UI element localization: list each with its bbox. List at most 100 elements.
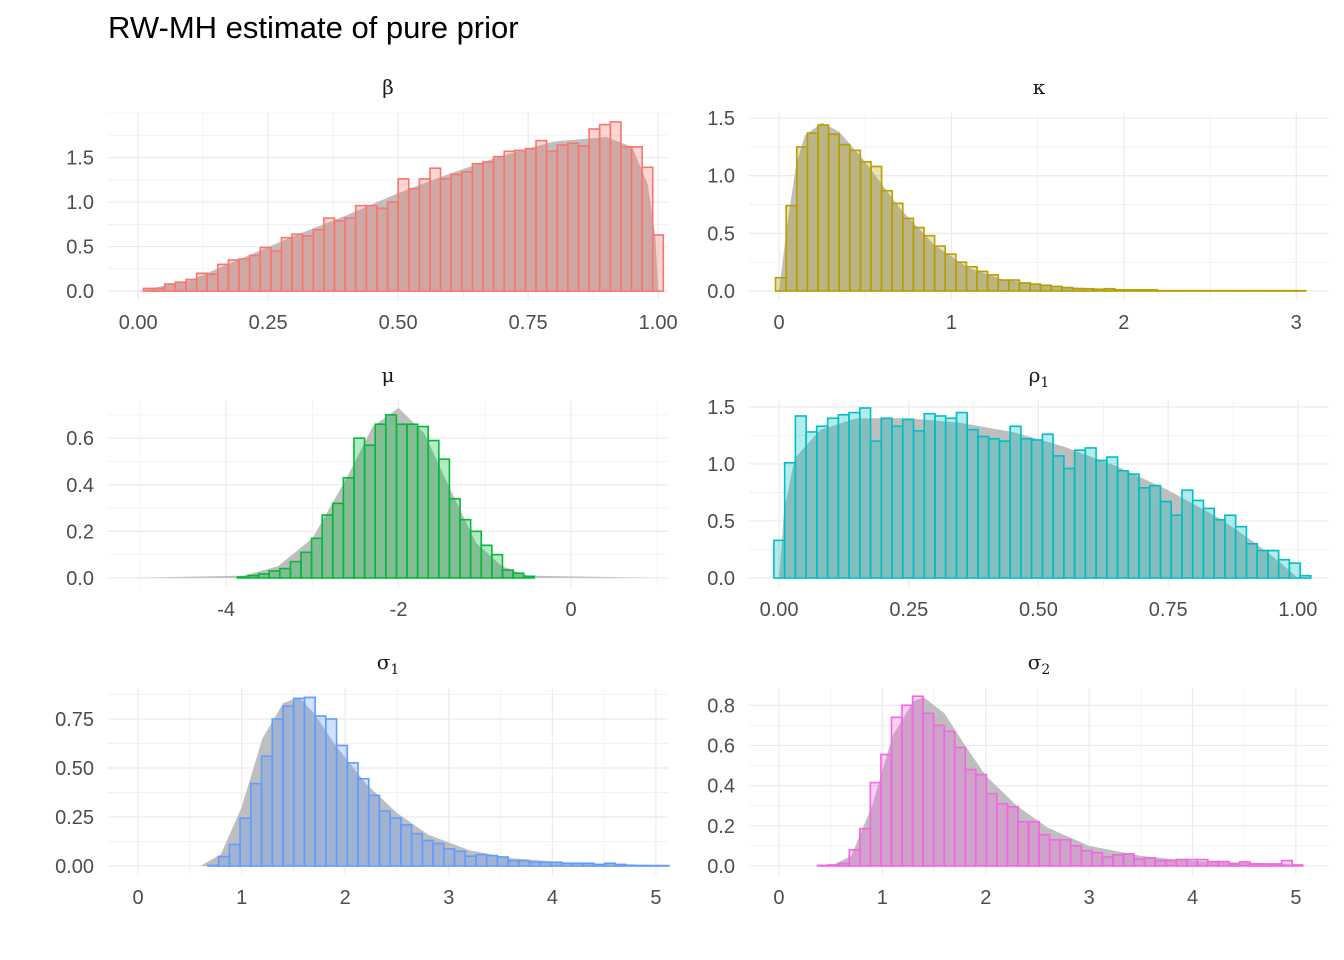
histogram-bar — [1185, 858, 1199, 867]
histogram-bar — [514, 149, 527, 292]
histogram-bar — [837, 414, 850, 579]
histogram-bar — [539, 861, 552, 867]
y-tick-label: 0.0 — [66, 281, 94, 303]
histogram-bar — [880, 189, 893, 292]
x-tick-label: 0.25 — [249, 312, 288, 334]
histogram-bar — [217, 855, 231, 867]
histogram-bar — [439, 178, 452, 292]
histogram-bar — [1114, 289, 1127, 292]
histogram-bar — [1170, 514, 1183, 579]
histogram-bar — [987, 437, 1001, 579]
histogram-bar — [524, 147, 537, 292]
histogram-bar — [911, 695, 924, 867]
histogram-bar — [965, 265, 978, 292]
facet-panel: 0.00 0.25 0.50 0.75 1.00 0.0 0.5 1.0 1.5 β — [66, 75, 677, 334]
x-tick-label: 0 — [773, 887, 784, 909]
histogram-bar — [1256, 549, 1269, 579]
histogram-bar — [964, 768, 977, 867]
histogram-bar — [1154, 859, 1167, 867]
x-tick-label: 1.00 — [639, 312, 678, 334]
x-tick-label: 2 — [980, 887, 991, 909]
histogram-bar — [518, 859, 531, 867]
histogram-bar — [1202, 507, 1215, 579]
histogram-bar — [217, 263, 230, 292]
histogram-bar — [588, 128, 601, 292]
facet-strip-label: μ — [382, 363, 395, 387]
histogram-bar — [1091, 851, 1104, 867]
histogram-bar — [1006, 805, 1019, 867]
histogram-bar — [986, 274, 1000, 292]
histogram-bar — [522, 575, 536, 579]
histogram-bar — [469, 530, 483, 579]
histogram-bar — [848, 849, 861, 867]
histogram-bar — [593, 863, 606, 867]
histogram-bar — [153, 287, 166, 292]
histogram-bar — [491, 553, 504, 579]
histogram-bar — [406, 423, 419, 579]
histogram-bar — [806, 132, 819, 292]
histogram-bar — [1009, 425, 1022, 579]
histogram-bar — [496, 856, 509, 867]
histogram-bar — [1159, 500, 1173, 579]
histogram-bar — [1270, 863, 1283, 867]
histogram-bar — [321, 514, 334, 579]
histogram-bar — [1017, 820, 1030, 867]
histogram-bar — [630, 146, 643, 292]
histogram-bar — [344, 217, 357, 292]
histogram-bar — [848, 411, 861, 579]
histogram-bar — [1082, 287, 1095, 292]
histogram-bar — [859, 827, 872, 867]
histogram-bar — [310, 537, 323, 579]
histogram-bar — [278, 567, 292, 579]
histogram-bar — [826, 417, 840, 579]
histogram-bar — [1238, 861, 1251, 867]
histogram-bar — [1027, 820, 1040, 867]
histogram-bar — [598, 123, 612, 292]
y-tick-label: 0.4 — [66, 475, 94, 497]
histogram-bar — [890, 716, 903, 867]
histogram-bar — [869, 781, 882, 867]
histogram-bar — [448, 497, 461, 579]
histogram-bar — [1145, 289, 1159, 292]
histogram-bar — [859, 161, 872, 292]
histogram-bar — [289, 560, 302, 579]
histogram-bar — [482, 161, 495, 292]
x-tick-label: 1 — [236, 887, 247, 909]
histogram-bar — [442, 848, 456, 867]
histogram-bar — [367, 794, 381, 867]
histogram-bar — [1092, 288, 1106, 292]
histogram-bar — [1245, 542, 1258, 579]
histogram-bar — [870, 165, 883, 292]
x-tick-label: 1 — [877, 887, 888, 909]
histogram-bar — [944, 253, 957, 292]
y-tick-label: 0.50 — [55, 758, 94, 780]
histogram-bar — [1127, 473, 1140, 579]
histogram-bar — [1249, 863, 1262, 867]
chart-title: RW-MH estimate of pure prior — [108, 10, 519, 45]
histogram-bar — [248, 254, 262, 292]
histogram-bar — [923, 412, 936, 579]
histogram-bar — [475, 853, 488, 867]
histogram-bar — [249, 782, 263, 867]
strip-subscript: 1 — [390, 662, 399, 678]
facet-panel: 0.00 0.25 0.50 0.75 1.00 0.0 0.5 1.0 1.5 ρ1 — [707, 363, 1329, 621]
histogram-bar — [1133, 858, 1146, 867]
histogram-bar — [185, 278, 198, 292]
histogram-bar — [869, 440, 883, 579]
histogram-bar — [429, 167, 442, 292]
histogram-bar — [641, 166, 654, 292]
histogram-bar — [354, 204, 368, 292]
x-tick-label: 0 — [565, 599, 576, 621]
histogram-bar — [236, 576, 249, 579]
histogram-bar — [300, 551, 313, 579]
histogram-bar — [1084, 447, 1097, 579]
histogram-bar — [944, 417, 958, 579]
histogram-bar — [953, 746, 967, 867]
histogram-bar — [891, 202, 904, 292]
histogram-bar — [363, 444, 376, 579]
histogram-bar — [1280, 859, 1293, 867]
histogram-bar — [1224, 514, 1237, 579]
x-tick-label: 0.75 — [509, 312, 548, 334]
histogram-bar — [292, 697, 306, 867]
density-area — [830, 697, 1296, 866]
